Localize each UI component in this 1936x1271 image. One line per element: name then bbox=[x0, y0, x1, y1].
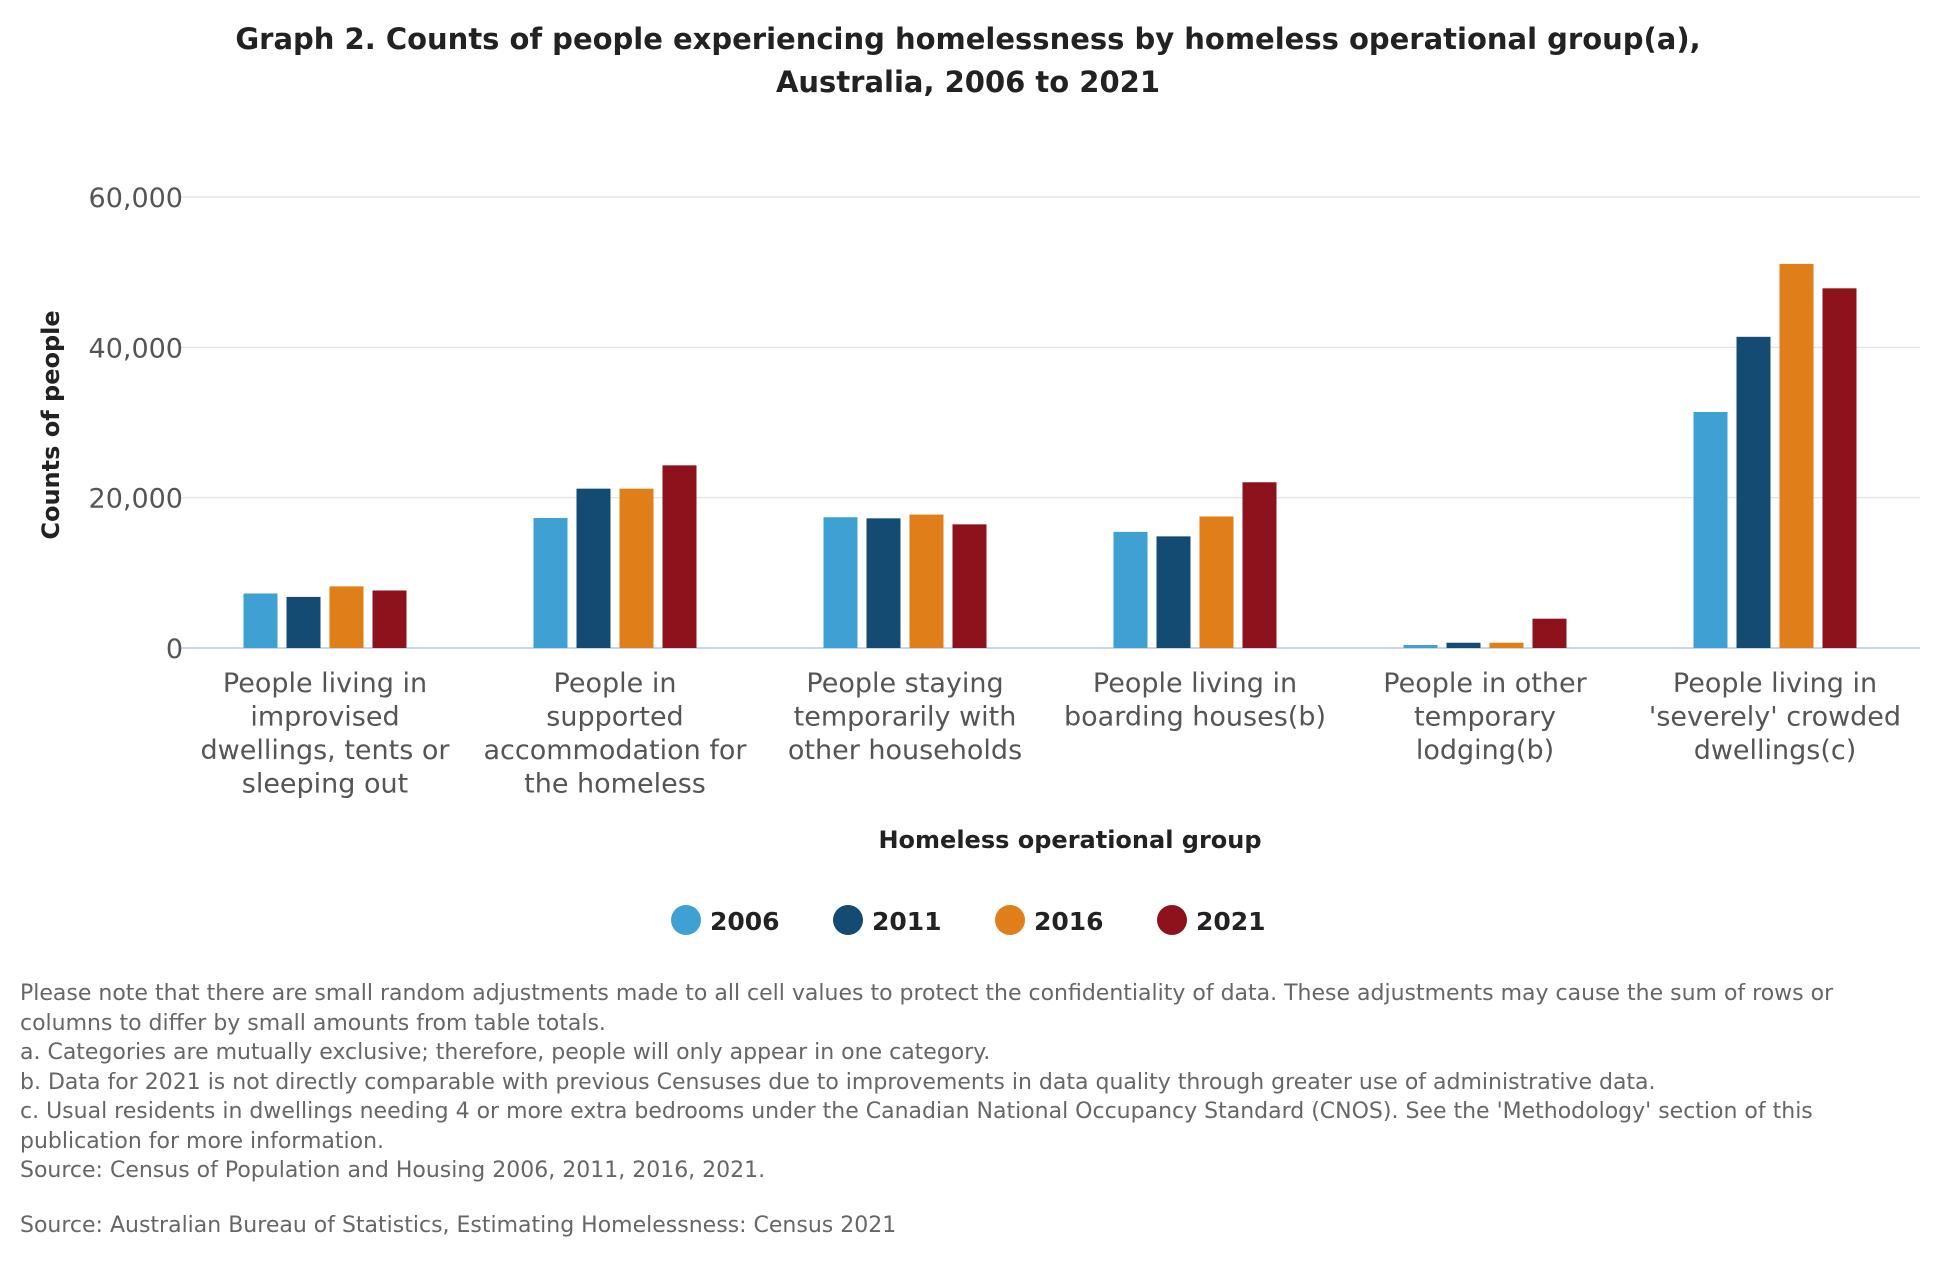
bar-2021-cat4[interactable] bbox=[1242, 482, 1277, 648]
legend-item-2016[interactable]: 2016 bbox=[995, 905, 1104, 936]
bar-2021-cat1[interactable] bbox=[372, 590, 407, 648]
bar-2021-cat2[interactable] bbox=[662, 465, 697, 648]
x-category-label-line: People in bbox=[554, 668, 677, 699]
x-category-label-line: People staying bbox=[806, 668, 1003, 699]
bar-2016-cat4[interactable] bbox=[1199, 516, 1234, 648]
y-tick-label: 40,000 bbox=[89, 333, 183, 364]
y-tick-label: 60,000 bbox=[89, 183, 183, 214]
bar-2016-cat5[interactable] bbox=[1489, 642, 1524, 648]
x-category-label: People living in'severely' crowdeddwelli… bbox=[1649, 668, 1901, 766]
bars bbox=[243, 263, 1857, 648]
y-axis-title: Counts of people bbox=[37, 310, 65, 539]
bar-2016-cat3[interactable] bbox=[909, 514, 944, 648]
bar-2016-cat2[interactable] bbox=[619, 488, 654, 648]
footnote-c: c. Usual residents in dwellings needing … bbox=[20, 1099, 1813, 1154]
x-category-label-line: People living in bbox=[223, 668, 427, 699]
legend-label: 2006 bbox=[710, 907, 780, 936]
x-category-label-line: supported bbox=[546, 702, 683, 733]
footnote-b: b. Data for 2021 is not directly compara… bbox=[20, 1069, 1656, 1095]
legend-marker bbox=[671, 905, 701, 935]
chart-title-line: Australia, 2006 to 2021 bbox=[775, 65, 1161, 99]
legend: 2006 2011 2016 2021 bbox=[671, 905, 1266, 936]
x-category-label-line: dwellings(c) bbox=[1694, 735, 1857, 766]
bar-2011-cat3[interactable] bbox=[866, 518, 901, 648]
footnote-a: a. Categories are mutually exclusive; th… bbox=[20, 1040, 991, 1065]
bar-2006-cat5[interactable] bbox=[1403, 644, 1438, 648]
legend-marker bbox=[833, 905, 863, 935]
bar-2016-cat6[interactable] bbox=[1779, 263, 1814, 648]
bar-2021-cat3[interactable] bbox=[952, 524, 987, 648]
bar-2011-cat5[interactable] bbox=[1446, 642, 1481, 648]
x-category-label-line: People living in bbox=[1673, 668, 1877, 699]
chart-title: Graph 2. Counts of people experiencing h… bbox=[0, 18, 1936, 104]
gridlines bbox=[180, 196, 1920, 649]
y-tick-label: 0 bbox=[166, 634, 183, 665]
legend-label: 2021 bbox=[1196, 907, 1266, 936]
chart-title-line: Graph 2. Counts of people experiencing h… bbox=[235, 22, 1701, 56]
bar-2021-cat5[interactable] bbox=[1532, 618, 1567, 648]
x-category-label-line: People living in bbox=[1093, 668, 1297, 699]
bar-2006-cat4[interactable] bbox=[1113, 531, 1148, 648]
legend-item-2011[interactable]: 2011 bbox=[833, 905, 942, 936]
x-category-label-line: boarding houses(b) bbox=[1064, 702, 1326, 733]
bar-2006-cat1[interactable] bbox=[243, 593, 278, 648]
y-tick-label: 20,000 bbox=[89, 484, 183, 515]
footnotes: Please note that there are small random … bbox=[20, 979, 1920, 1186]
source-credit: Source: Australian Bureau of Statistics,… bbox=[20, 1213, 897, 1238]
legend-marker bbox=[995, 905, 1025, 935]
footnote-confidentiality: Please note that there are small random … bbox=[20, 981, 1834, 1036]
bar-2006-cat3[interactable] bbox=[823, 517, 858, 648]
bar-2016-cat1[interactable] bbox=[329, 586, 364, 648]
x-category-label-line: other households bbox=[788, 735, 1022, 766]
legend-marker bbox=[1157, 905, 1187, 935]
bar-2006-cat2[interactable] bbox=[533, 517, 568, 648]
bar-2011-cat4[interactable] bbox=[1156, 536, 1191, 648]
legend-label: 2011 bbox=[872, 907, 942, 936]
legend-item-2006[interactable]: 2006 bbox=[671, 905, 780, 936]
bar-2006-cat6[interactable] bbox=[1693, 411, 1728, 648]
bar-2011-cat2[interactable] bbox=[576, 488, 611, 648]
bar-2011-cat6[interactable] bbox=[1736, 336, 1771, 648]
x-category-label-line: lodging(b) bbox=[1416, 735, 1554, 766]
x-category-label-line: dwellings, tents or bbox=[201, 735, 451, 766]
x-category-label-line: 'severely' crowded bbox=[1649, 702, 1901, 733]
x-category-label-line: sleeping out bbox=[242, 769, 408, 800]
x-category-label-line: improvised bbox=[250, 702, 399, 733]
footnote-census-source: Source: Census of Population and Housing… bbox=[20, 1158, 766, 1183]
x-category-label-line: temporary bbox=[1414, 702, 1556, 733]
x-category-label-line: accommodation for bbox=[484, 735, 748, 766]
bar-2011-cat1[interactable] bbox=[286, 596, 321, 648]
x-category-label-line: temporarily with bbox=[794, 702, 1017, 733]
x-category-label-line: People in other bbox=[1383, 668, 1587, 699]
legend-label: 2016 bbox=[1034, 907, 1104, 936]
x-axis-title: Homeless operational group bbox=[878, 826, 1261, 854]
y-axis-ticks: 0 20,000 40,000 60,000 bbox=[89, 183, 183, 665]
x-category-label-line: the homeless bbox=[524, 769, 706, 800]
bar-2021-cat6[interactable] bbox=[1822, 288, 1857, 648]
legend-item-2021[interactable]: 2021 bbox=[1157, 905, 1266, 936]
